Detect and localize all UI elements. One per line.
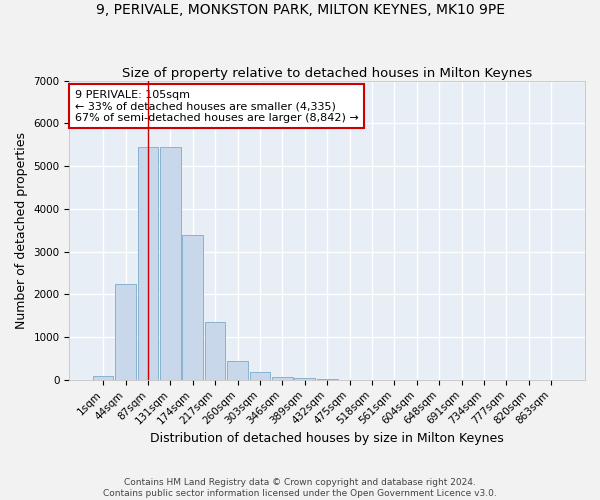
Bar — [272, 376, 293, 380]
Y-axis label: Number of detached properties: Number of detached properties — [15, 132, 28, 329]
Text: 9 PERIVALE: 105sqm
← 33% of detached houses are smaller (4,335)
67% of semi-deta: 9 PERIVALE: 105sqm ← 33% of detached hou… — [74, 90, 358, 123]
Text: 9, PERIVALE, MONKSTON PARK, MILTON KEYNES, MK10 9PE: 9, PERIVALE, MONKSTON PARK, MILTON KEYNE… — [95, 2, 505, 16]
Bar — [93, 376, 113, 380]
Bar — [295, 378, 315, 380]
Bar — [182, 234, 203, 380]
Bar — [137, 147, 158, 380]
Text: Contains HM Land Registry data © Crown copyright and database right 2024.
Contai: Contains HM Land Registry data © Crown c… — [103, 478, 497, 498]
Bar — [250, 372, 270, 380]
Bar — [160, 147, 181, 380]
Bar — [115, 284, 136, 380]
Title: Size of property relative to detached houses in Milton Keynes: Size of property relative to detached ho… — [122, 66, 532, 80]
X-axis label: Distribution of detached houses by size in Milton Keynes: Distribution of detached houses by size … — [151, 432, 504, 445]
Bar — [227, 360, 248, 380]
Bar — [205, 322, 226, 380]
